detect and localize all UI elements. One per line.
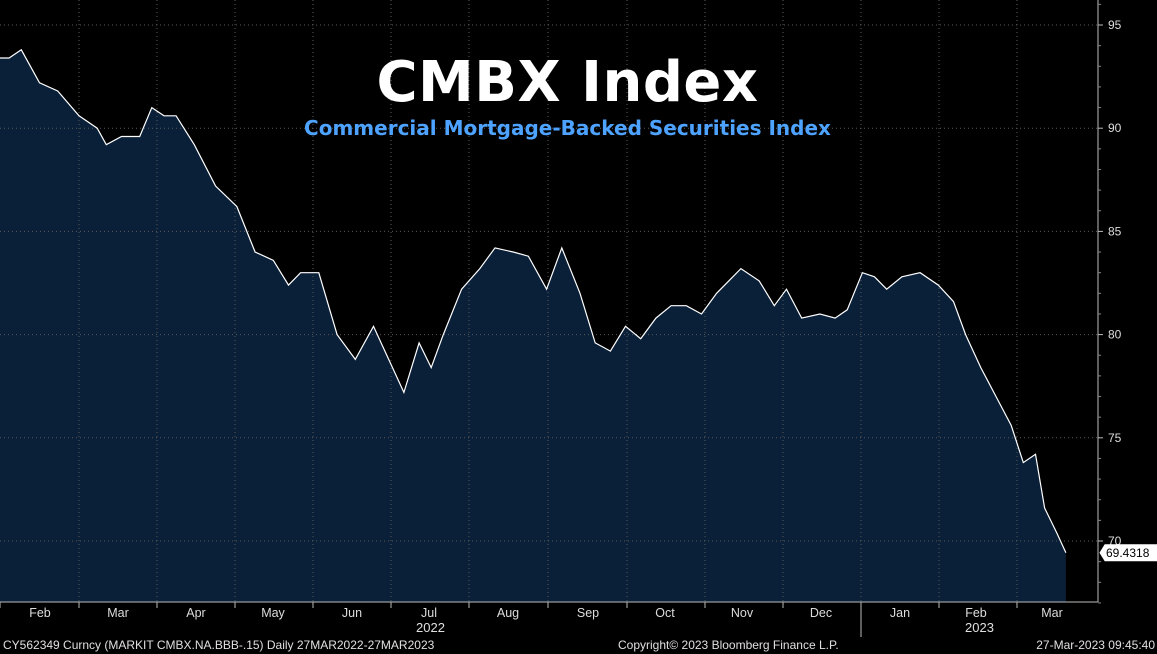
last-value-label: 69.4318	[1106, 546, 1150, 560]
x-tick-label: May	[261, 606, 285, 620]
last-value-box	[1099, 544, 1157, 562]
series-line	[0, 48, 1067, 554]
x-tick-label: Jan	[890, 606, 910, 620]
footer-copyright: Copyright© 2023 Bloomberg Finance L.P.	[618, 638, 839, 652]
y-tick-label: 95	[1108, 18, 1122, 32]
x-tick-label: Mar	[1041, 606, 1063, 620]
x-tick-label: Oct	[655, 606, 675, 620]
x-tick-label: Jun	[342, 606, 362, 620]
y-tick-label: 85	[1108, 224, 1122, 238]
y-tick-label: 75	[1108, 431, 1122, 445]
x-tick-label: Mar	[107, 606, 129, 620]
chart-subtitle: Commercial Mortgage-Backed Securities In…	[304, 116, 831, 140]
year-label-2022: 2022	[416, 620, 445, 635]
x-tick-label: Apr	[186, 606, 205, 620]
footer-ticker: CY562349 Curncy (MARKIT CMBX.NA.BBB-.15)…	[3, 638, 435, 652]
x-tick-label: Nov	[731, 606, 754, 620]
year-label-2023: 2023	[965, 620, 994, 635]
x-tick-label: Dec	[810, 606, 832, 620]
x-tick-label: Feb	[29, 606, 51, 620]
y-tick-label: 90	[1108, 121, 1122, 135]
area-fill	[0, 49, 1066, 603]
chart-title: CMBX Index	[376, 50, 759, 115]
footer-timestamp: 27-Mar-2023 09:45:40	[1036, 638, 1155, 652]
x-tick-label: Aug	[497, 606, 519, 620]
y-tick-label: 80	[1108, 328, 1122, 342]
x-tick-label: Sep	[577, 606, 599, 620]
x-tick-label: Feb	[965, 606, 987, 620]
x-tick-label: Jul	[421, 606, 437, 620]
